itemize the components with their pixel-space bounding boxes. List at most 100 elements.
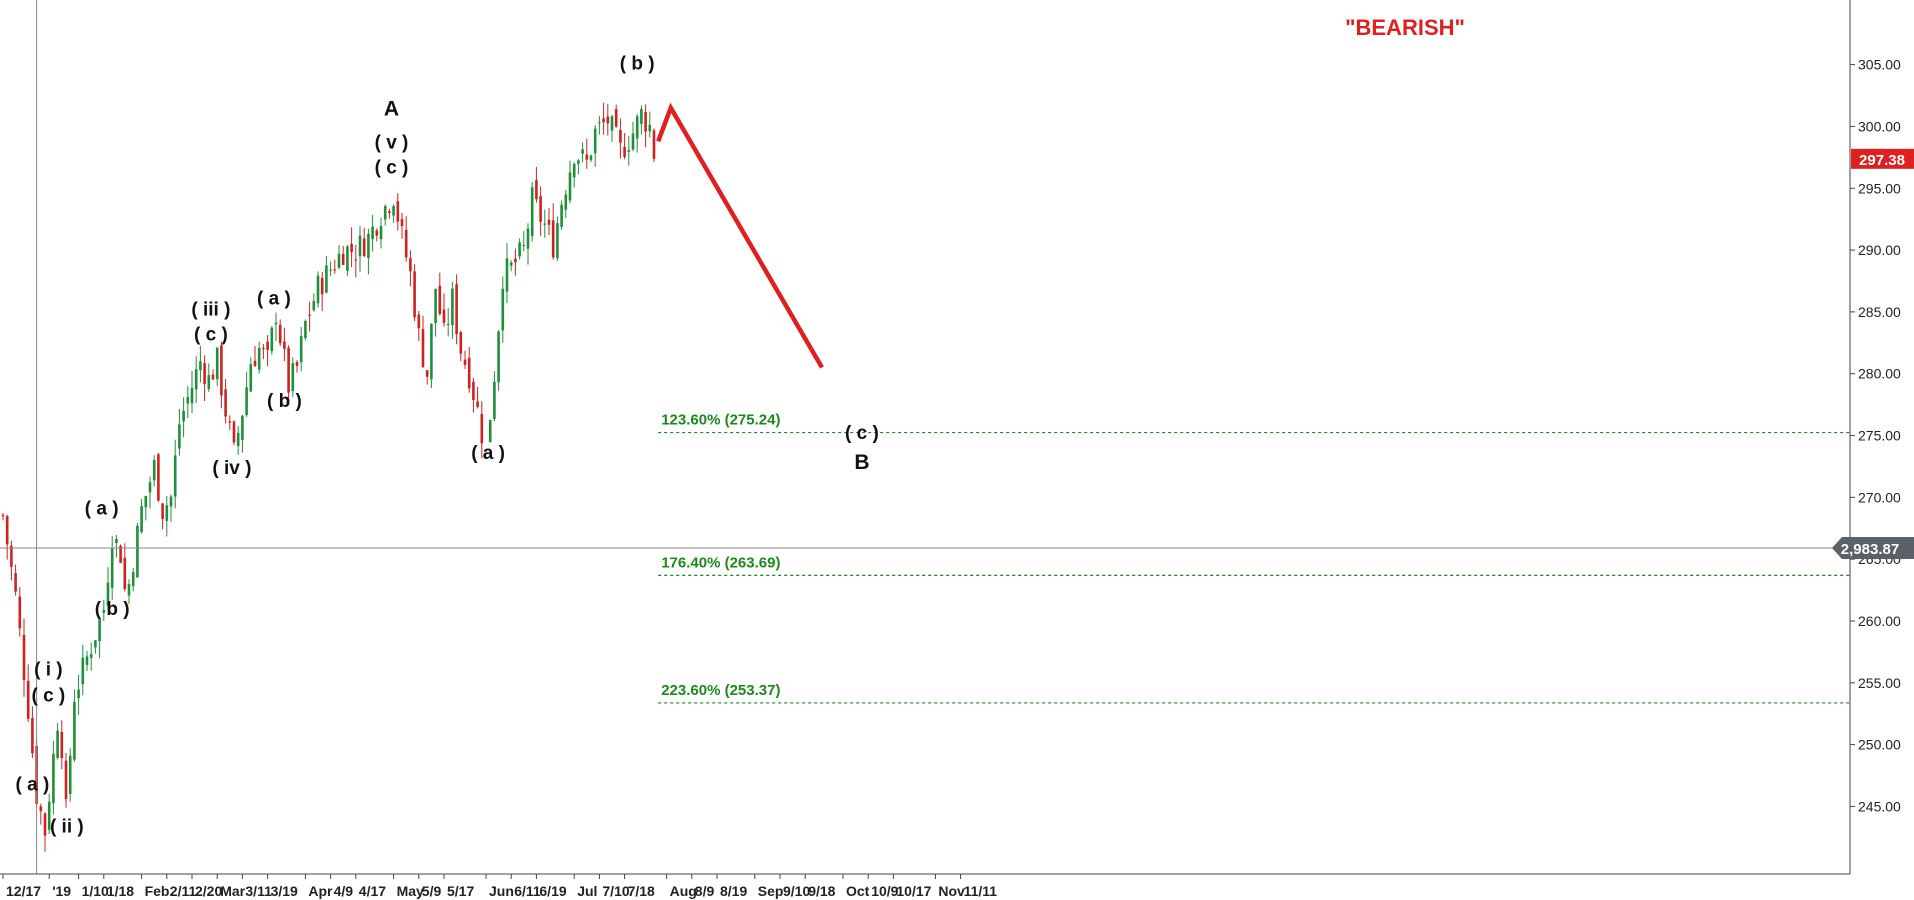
y-tick-label: 255.00 [1858,675,1901,691]
candle-body [631,133,635,150]
x-tick-label: Jul [577,883,597,899]
candle-body [362,238,366,257]
candle-body [110,548,114,588]
x-tick-label: 6/19 [539,883,566,899]
candle-body [203,363,206,384]
wave-label: ( a ) [257,288,291,309]
candle-body [535,180,538,200]
candle-body [438,285,442,315]
wave-label: ( c ) [845,423,879,444]
candle-body [598,122,601,124]
candle-body [635,116,639,139]
x-tick-label: 2/11 [170,883,197,899]
candle-body [5,516,9,545]
candle-body [425,370,429,377]
candle-body [627,150,631,152]
y-tick-label: 300.00 [1858,118,1901,134]
x-tick-label: '19 [52,883,71,899]
candle-body [94,640,97,648]
candle-body [375,230,379,236]
candle-body [140,506,143,532]
x-tick-label: 8/19 [720,883,747,899]
wave-label: ( iv ) [212,458,251,479]
candle-body [589,155,593,160]
candle-body [257,347,261,370]
x-tick-label: 1/10 [82,883,109,899]
candle-body [413,271,416,318]
candle-body [52,753,55,804]
x-tick-label: Feb [145,883,170,899]
candle-body [514,258,517,263]
wave-label: ( ii ) [50,816,84,837]
candle-body [56,730,59,759]
candle-body [509,262,513,266]
x-tick-label: 11/11 [964,883,998,899]
candle-body [211,374,215,380]
candle-body [253,360,257,367]
candle-body [325,265,328,293]
candle-body [333,269,337,271]
candle-body [102,609,106,613]
candle-body [136,525,139,578]
projection-path [656,102,824,369]
wave-labels: ( a )( i )( c )( ii )( a )( b )( iii )( … [16,54,879,838]
candle-body [383,205,387,220]
candle-body [446,323,450,325]
wave-label: ( c ) [375,157,409,178]
candle-body [518,242,521,257]
fib-level-label: 176.40% (263.69) [661,554,780,571]
x-tick-label: Sep [758,883,784,899]
candle-body [526,228,530,249]
candle-body [484,449,488,451]
candle-body [144,495,148,508]
candle-body [388,211,391,214]
candle-body [497,331,500,383]
candle-body [623,146,626,157]
x-tick-label: 7/10 [602,883,629,899]
candle-body [249,364,253,392]
bearish-projection-line [656,102,824,369]
x-tick-label: 10/9 [871,883,898,899]
candle-body [585,154,589,160]
wave-label: ( i ) [34,659,63,680]
candle-body [278,324,282,344]
wave-label: ( v ) [375,133,409,154]
candle-body [165,505,169,521]
candle-body [152,459,156,481]
candle-body [417,314,421,329]
candle-body [421,328,425,367]
candle-body [123,557,127,589]
wave-label: ( b ) [620,54,655,75]
candle-body [505,258,509,292]
x-tick-label: 6/11 [514,883,541,899]
candle-body [451,288,454,326]
candle-body [455,284,458,335]
x-tick-label: 4/17 [359,883,386,899]
wave-label: ( b ) [95,599,130,620]
candle-body [270,327,274,352]
wave-label: ( c ) [194,324,228,345]
candle-body [274,322,278,325]
x-tick-label: 7/18 [628,883,655,899]
candle-body [173,455,177,497]
candle-body [467,357,471,389]
fib-level-label: 223.60% (253.37) [661,682,780,699]
x-tick-label: Oct [846,883,870,899]
candle-body [648,124,652,132]
candle-body [295,362,299,366]
candlestick-series [1,102,656,852]
candle-body [501,288,505,331]
candle-body [232,421,236,443]
wave-label: ( c ) [31,685,65,706]
candle-body [472,381,475,400]
candle-body [77,689,80,699]
candle-body [106,582,110,606]
candle-body [463,359,467,365]
candle-body [22,634,26,681]
candle-body [434,288,437,324]
candle-body [1,514,5,517]
candle-body [304,320,307,338]
x-tick-label: 9/10 [783,883,810,899]
